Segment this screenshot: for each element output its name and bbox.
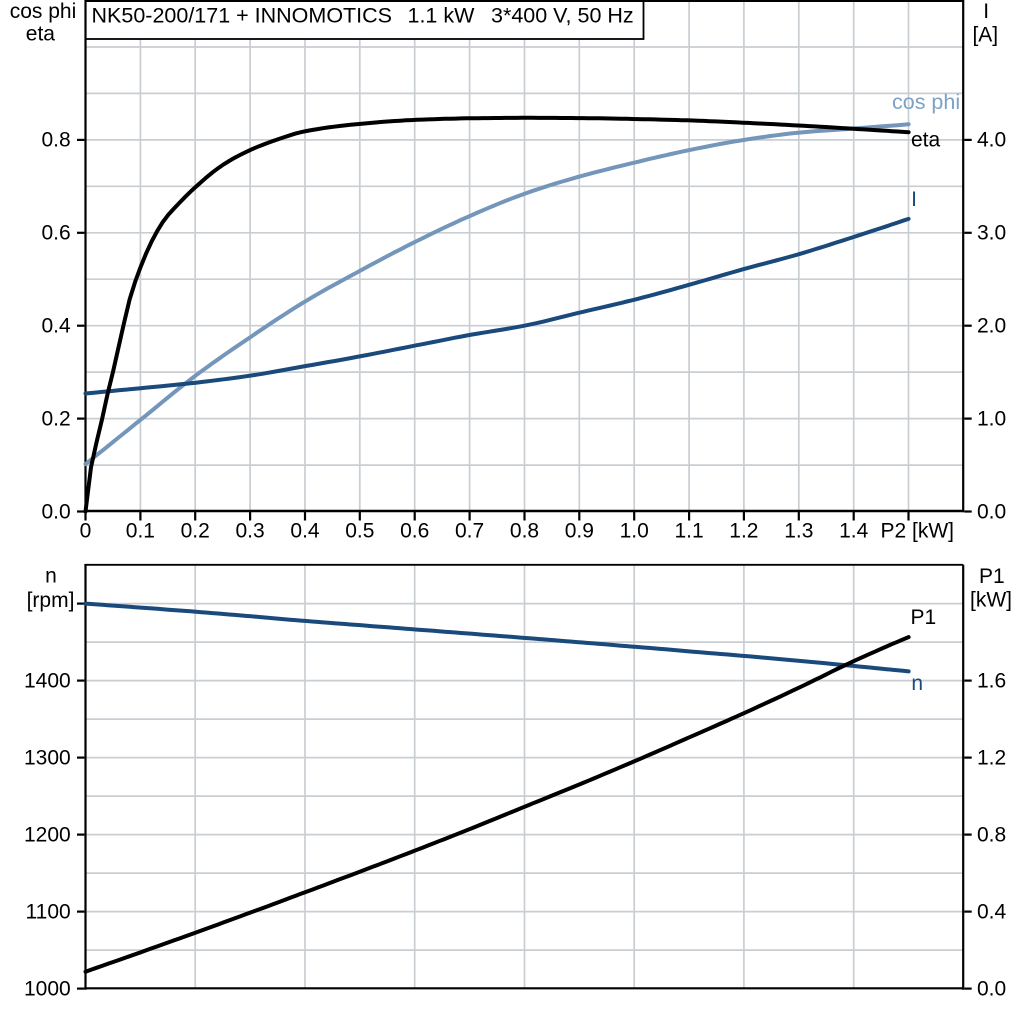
svg-text:eta: eta <box>26 23 56 46</box>
svg-text:1200: 1200 <box>24 823 71 846</box>
svg-text:1000: 1000 <box>24 977 71 1000</box>
svg-text:[kW]: [kW] <box>970 588 1012 611</box>
svg-text:cos phi: cos phi <box>10 0 77 23</box>
svg-text:P1: P1 <box>911 606 937 629</box>
svg-text:cos phi: cos phi <box>892 90 960 114</box>
svg-text:0.6: 0.6 <box>400 519 429 542</box>
svg-text:1.2: 1.2 <box>977 746 1006 769</box>
svg-text:I: I <box>983 0 989 23</box>
svg-text:0.8: 0.8 <box>41 129 70 152</box>
svg-text:[A]: [A] <box>972 24 998 47</box>
svg-text:1.1 kW: 1.1 kW <box>408 4 476 28</box>
svg-text:P2 [kW]: P2 [kW] <box>881 519 955 542</box>
svg-text:0.2: 0.2 <box>181 519 210 542</box>
svg-text:0.8: 0.8 <box>977 823 1006 846</box>
svg-text:0.4: 0.4 <box>977 900 1007 923</box>
svg-text:1.0: 1.0 <box>977 407 1006 430</box>
svg-text:4.0: 4.0 <box>977 129 1006 152</box>
svg-text:0.4: 0.4 <box>290 519 320 542</box>
svg-text:1.4: 1.4 <box>839 519 869 542</box>
svg-text:0.0: 0.0 <box>977 500 1006 523</box>
svg-text:3.0: 3.0 <box>977 222 1006 245</box>
svg-text:0.4: 0.4 <box>41 315 71 338</box>
svg-text:0.2: 0.2 <box>41 407 70 430</box>
svg-text:0.5: 0.5 <box>345 519 374 542</box>
svg-text:0.0: 0.0 <box>41 500 70 523</box>
svg-text:eta: eta <box>911 129 941 152</box>
svg-text:1.3: 1.3 <box>784 519 813 542</box>
svg-text:0.7: 0.7 <box>455 519 484 542</box>
svg-text:1400: 1400 <box>24 669 71 692</box>
svg-text:3*400 V, 50 Hz: 3*400 V, 50 Hz <box>491 4 634 28</box>
svg-text:NK50-200/171 + INNOMOTICS: NK50-200/171 + INNOMOTICS <box>92 4 393 28</box>
svg-text:0.8: 0.8 <box>510 519 539 542</box>
svg-text:2.0: 2.0 <box>977 315 1006 338</box>
svg-text:n: n <box>45 565 57 588</box>
svg-text:1.0: 1.0 <box>620 519 649 542</box>
svg-text:1.1: 1.1 <box>674 519 703 542</box>
svg-text:I: I <box>911 188 917 211</box>
svg-text:P1: P1 <box>979 565 1005 588</box>
svg-text:n: n <box>911 672 923 695</box>
svg-text:1.2: 1.2 <box>729 519 758 542</box>
svg-text:0.9: 0.9 <box>565 519 594 542</box>
svg-text:0: 0 <box>80 519 92 542</box>
svg-text:0.0: 0.0 <box>977 977 1006 1000</box>
svg-text:[rpm]: [rpm] <box>27 589 75 612</box>
svg-text:1300: 1300 <box>24 746 71 769</box>
svg-text:0.6: 0.6 <box>41 222 70 245</box>
svg-text:0.1: 0.1 <box>126 519 155 542</box>
svg-text:1.6: 1.6 <box>977 669 1006 692</box>
svg-text:1100: 1100 <box>26 900 71 923</box>
svg-text:0.3: 0.3 <box>235 519 264 542</box>
